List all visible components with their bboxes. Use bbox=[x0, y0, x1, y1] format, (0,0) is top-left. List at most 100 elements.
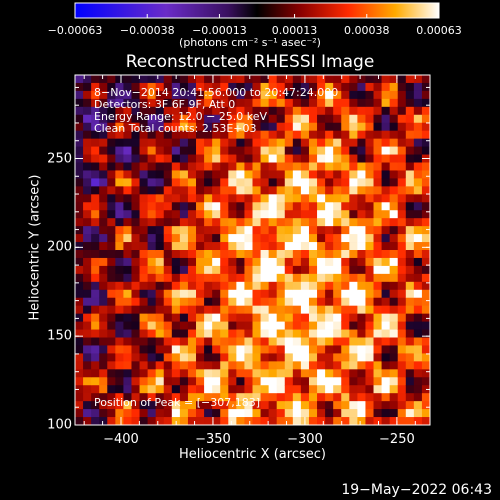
heatmap-cell bbox=[357, 265, 366, 275]
heatmap-cell bbox=[389, 146, 399, 155]
heatmap-cell bbox=[333, 186, 342, 195]
heatmap-cell bbox=[228, 353, 237, 362]
heatmap-cell bbox=[196, 75, 205, 84]
heatmap-cell bbox=[91, 273, 100, 283]
heatmap-cell bbox=[308, 393, 318, 402]
heatmap-cell bbox=[333, 337, 342, 346]
heatmap-cell bbox=[260, 353, 270, 362]
heatmap-cell bbox=[421, 345, 431, 354]
heatmap-cell bbox=[212, 114, 221, 124]
heatmap-cell bbox=[333, 393, 342, 402]
heatmap-cell bbox=[155, 321, 165, 330]
heatmap-cell bbox=[228, 297, 237, 307]
heatmap-cell bbox=[123, 178, 132, 187]
heatmap-cell bbox=[83, 265, 92, 275]
heatmap-cell bbox=[187, 393, 197, 402]
heatmap-cell bbox=[365, 186, 374, 195]
heatmap-cell bbox=[236, 321, 245, 330]
heatmap-cell bbox=[373, 122, 382, 132]
heatmap-cell bbox=[349, 234, 358, 243]
heatmap-cell bbox=[292, 242, 302, 251]
heatmap-cell bbox=[244, 385, 253, 394]
heatmap-cell bbox=[204, 218, 213, 227]
heatmap-cell bbox=[139, 122, 149, 132]
heatmap-cell bbox=[147, 226, 157, 235]
heatmap-cell bbox=[252, 305, 261, 315]
heatmap-cell bbox=[91, 75, 100, 84]
heatmap-cell bbox=[139, 321, 149, 330]
heatmap-cell bbox=[341, 178, 350, 187]
heatmap-cell bbox=[317, 178, 326, 187]
heatmap-cell bbox=[171, 154, 181, 163]
heatmap-cell bbox=[365, 289, 374, 299]
heatmap-cell bbox=[349, 361, 358, 370]
heatmap-cell bbox=[75, 122, 84, 132]
heatmap-cell bbox=[131, 106, 140, 116]
heatmap-cell bbox=[373, 218, 382, 227]
heatmap-cell bbox=[99, 90, 108, 100]
heatmap-cell bbox=[292, 297, 302, 307]
heatmap-cell bbox=[155, 417, 165, 426]
heatmap-cell bbox=[317, 138, 326, 147]
heatmap-cell bbox=[123, 186, 132, 195]
heatmap-cell bbox=[341, 162, 350, 171]
heatmap-cell bbox=[397, 226, 407, 235]
heatmap-cell bbox=[357, 369, 366, 378]
heatmap-cell bbox=[357, 345, 366, 354]
heatmap-cell bbox=[292, 178, 302, 187]
heatmap-cell bbox=[99, 369, 108, 378]
heatmap-cell bbox=[333, 162, 342, 171]
heatmap-cell bbox=[236, 75, 245, 84]
heatmap-cell bbox=[212, 178, 221, 187]
heatmap-cell bbox=[107, 186, 116, 195]
heatmap-cell bbox=[397, 313, 407, 322]
heatmap-cell bbox=[389, 337, 399, 346]
heatmap-cell bbox=[413, 242, 423, 251]
heatmap-cell bbox=[252, 401, 261, 410]
heatmap-cell bbox=[83, 250, 92, 259]
heatmap-cell bbox=[389, 75, 399, 84]
heatmap-cell bbox=[300, 250, 310, 259]
heatmap-cell bbox=[244, 273, 253, 283]
heatmap-cell bbox=[260, 234, 270, 243]
heatmap-cell bbox=[397, 154, 407, 163]
heatmap-cell bbox=[187, 289, 197, 299]
heatmap-cell bbox=[260, 242, 270, 251]
heatmap-cell bbox=[381, 154, 391, 163]
heatmap-cell bbox=[317, 146, 326, 155]
heatmap-cell bbox=[349, 82, 358, 92]
heatmap-cell bbox=[284, 146, 294, 155]
heatmap-cell bbox=[325, 138, 334, 147]
heatmap-cell bbox=[228, 281, 237, 291]
heatmap-cell bbox=[300, 393, 310, 402]
heatmap-cell bbox=[405, 417, 415, 426]
x-tick-label: −250 bbox=[379, 432, 415, 447]
x-tick-label: −350 bbox=[195, 432, 231, 447]
heatmap-cell bbox=[171, 361, 181, 370]
heatmap-cell bbox=[244, 226, 253, 235]
heatmap-cell bbox=[276, 130, 286, 140]
heatmap-cell bbox=[244, 257, 253, 267]
heatmap-cell bbox=[365, 90, 374, 100]
heatmap-cell bbox=[252, 417, 261, 426]
heatmap-cell bbox=[228, 273, 237, 283]
heatmap-cell bbox=[107, 417, 116, 426]
heatmap-cell bbox=[123, 265, 132, 275]
heatmap-cell bbox=[373, 281, 382, 291]
heatmap-cell bbox=[349, 162, 358, 171]
heatmap-cell bbox=[244, 353, 253, 362]
heatmap-cell bbox=[220, 106, 229, 116]
heatmap-cell bbox=[268, 170, 278, 179]
heatmap-cell bbox=[171, 130, 181, 140]
heatmap-cell bbox=[228, 242, 237, 251]
heatmap-cell bbox=[268, 98, 278, 108]
heatmap-cell bbox=[333, 122, 342, 132]
heatmap-cell bbox=[228, 289, 237, 299]
heatmap-cell bbox=[268, 257, 278, 267]
heatmap-cell bbox=[228, 154, 237, 163]
heatmap-cell bbox=[123, 122, 132, 132]
heatmap-cell bbox=[131, 75, 140, 84]
heatmap-cell bbox=[236, 409, 245, 418]
heatmap-cell bbox=[171, 329, 181, 338]
heatmap-cell bbox=[357, 401, 366, 410]
